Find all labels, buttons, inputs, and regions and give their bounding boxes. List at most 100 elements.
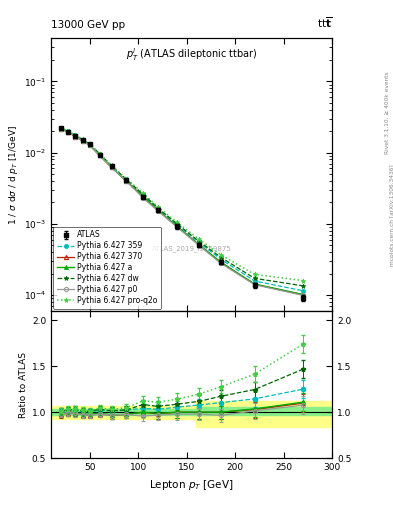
- Pythia 6.427 a: [59, 125, 63, 132]
- Pythia 6.427 pro-q2o: [59, 125, 63, 131]
- Pythia 6.427 370: [155, 207, 160, 214]
- Pythia 6.427 pro-q2o: [66, 128, 70, 134]
- Y-axis label: Ratio to ATLAS: Ratio to ATLAS: [19, 352, 28, 418]
- Text: mcplots.cern.ch [arXiv:1306.3436]: mcplots.cern.ch [arXiv:1306.3436]: [390, 164, 393, 266]
- Pythia 6.427 a: [252, 281, 257, 287]
- Pythia 6.427 370: [124, 178, 129, 184]
- Pythia 6.427 pro-q2o: [252, 271, 257, 278]
- Text: $p_{T}^{l}$ (ATLAS dileptonic ttbar): $p_{T}^{l}$ (ATLAS dileptonic ttbar): [126, 47, 257, 63]
- Pythia 6.427 p0: [141, 195, 145, 201]
- Legend: ATLAS, Pythia 6.427 359, Pythia 6.427 370, Pythia 6.427 a, Pythia 6.427 dw, Pyth: ATLAS, Pythia 6.427 359, Pythia 6.427 37…: [53, 226, 161, 309]
- Pythia 6.427 a: [80, 138, 85, 144]
- Pythia 6.427 p0: [66, 129, 70, 135]
- Line: Pythia 6.427 p0: Pythia 6.427 p0: [59, 126, 305, 297]
- Pythia 6.427 a: [88, 142, 92, 148]
- Pythia 6.427 a: [196, 242, 201, 248]
- Pythia 6.427 359: [141, 193, 145, 199]
- Pythia 6.427 pro-q2o: [109, 162, 114, 168]
- Pythia 6.427 p0: [124, 178, 129, 184]
- Pythia 6.427 pro-q2o: [73, 132, 78, 138]
- Pythia 6.427 dw: [80, 137, 85, 143]
- Pythia 6.427 a: [155, 207, 160, 213]
- Pythia 6.427 370: [59, 126, 63, 132]
- Pythia 6.427 dw: [97, 151, 102, 157]
- Pythia 6.427 a: [97, 152, 102, 158]
- Pythia 6.427 359: [73, 133, 78, 139]
- Pythia 6.427 pro-q2o: [155, 203, 160, 209]
- Pythia 6.427 p0: [73, 134, 78, 140]
- Pythia 6.427 359: [97, 151, 102, 157]
- Pythia 6.427 359: [66, 128, 70, 134]
- Pythia 6.427 pro-q2o: [218, 251, 223, 258]
- Pythia 6.427 p0: [88, 142, 92, 148]
- Pythia 6.427 370: [252, 281, 257, 287]
- Line: Pythia 6.427 370: Pythia 6.427 370: [59, 127, 305, 297]
- Pythia 6.427 pro-q2o: [301, 278, 305, 284]
- Pythia 6.427 370: [141, 194, 145, 200]
- Pythia 6.427 p0: [109, 164, 114, 170]
- Pythia 6.427 370: [88, 142, 92, 148]
- Pythia 6.427 pro-q2o: [141, 190, 145, 196]
- Pythia 6.427 370: [97, 153, 102, 159]
- Pythia 6.427 359: [59, 125, 63, 131]
- Pythia 6.427 p0: [155, 207, 160, 214]
- Pythia 6.427 dw: [196, 238, 201, 244]
- Pythia 6.427 pro-q2o: [124, 176, 129, 182]
- Pythia 6.427 370: [196, 242, 201, 248]
- Pythia 6.427 pro-q2o: [80, 136, 85, 142]
- Pythia 6.427 359: [218, 256, 223, 262]
- Y-axis label: 1 / $\sigma$ d$\sigma$ / d $p_{T}$ [1/GeV]: 1 / $\sigma$ d$\sigma$ / d $p_{T}$ [1/Ge…: [7, 124, 20, 225]
- Text: tt$\mathbf{\overline{t}}$: tt$\mathbf{\overline{t}}$: [317, 15, 332, 30]
- Pythia 6.427 a: [141, 194, 145, 200]
- Pythia 6.427 370: [66, 129, 70, 135]
- Pythia 6.427 359: [109, 163, 114, 169]
- Pythia 6.427 dw: [88, 141, 92, 147]
- Text: 13000 GeV pp: 13000 GeV pp: [51, 19, 125, 30]
- Pythia 6.427 dw: [175, 221, 180, 227]
- Pythia 6.427 dw: [218, 254, 223, 260]
- Pythia 6.427 dw: [59, 125, 63, 131]
- Pythia 6.427 p0: [301, 292, 305, 298]
- Pythia 6.427 a: [301, 291, 305, 297]
- Line: Pythia 6.427 dw: Pythia 6.427 dw: [58, 125, 305, 288]
- Pythia 6.427 pro-q2o: [88, 141, 92, 147]
- Pythia 6.427 pro-q2o: [175, 219, 180, 225]
- Pythia 6.427 a: [218, 259, 223, 265]
- Pythia 6.427 359: [124, 176, 129, 182]
- Pythia 6.427 pro-q2o: [97, 151, 102, 157]
- Text: ATLAS_2019_I1759875: ATLAS_2019_I1759875: [152, 245, 231, 251]
- Pythia 6.427 p0: [196, 242, 201, 248]
- Pythia 6.427 359: [80, 137, 85, 143]
- Pythia 6.427 dw: [141, 191, 145, 197]
- Pythia 6.427 p0: [252, 282, 257, 288]
- Text: Rivet 3.1.10, ≥ 400k events: Rivet 3.1.10, ≥ 400k events: [385, 71, 389, 154]
- Pythia 6.427 359: [175, 222, 180, 228]
- Pythia 6.427 a: [109, 164, 114, 170]
- Line: Pythia 6.427 a: Pythia 6.427 a: [59, 126, 305, 296]
- Pythia 6.427 p0: [80, 138, 85, 144]
- Pythia 6.427 p0: [175, 224, 180, 230]
- Pythia 6.427 359: [155, 206, 160, 212]
- Pythia 6.427 dw: [155, 205, 160, 211]
- Pythia 6.427 dw: [66, 128, 70, 134]
- Line: Pythia 6.427 pro-q2o: Pythia 6.427 pro-q2o: [58, 125, 305, 283]
- Pythia 6.427 dw: [124, 176, 129, 182]
- Line: Pythia 6.427 359: Pythia 6.427 359: [59, 126, 305, 293]
- Pythia 6.427 p0: [59, 125, 63, 132]
- Pythia 6.427 370: [175, 223, 180, 229]
- Pythia 6.427 370: [301, 292, 305, 298]
- Pythia 6.427 a: [175, 223, 180, 229]
- Pythia 6.427 pro-q2o: [196, 236, 201, 242]
- Pythia 6.427 dw: [109, 163, 114, 169]
- Pythia 6.427 a: [73, 133, 78, 139]
- Pythia 6.427 a: [66, 129, 70, 135]
- Pythia 6.427 370: [218, 259, 223, 265]
- Pythia 6.427 370: [73, 134, 78, 140]
- Pythia 6.427 359: [252, 278, 257, 284]
- Pythia 6.427 370: [80, 138, 85, 144]
- Pythia 6.427 dw: [252, 275, 257, 282]
- Pythia 6.427 a: [124, 178, 129, 184]
- Pythia 6.427 p0: [97, 153, 102, 159]
- Pythia 6.427 370: [109, 164, 114, 170]
- X-axis label: Lepton $p_{T}$ [GeV]: Lepton $p_{T}$ [GeV]: [149, 478, 234, 492]
